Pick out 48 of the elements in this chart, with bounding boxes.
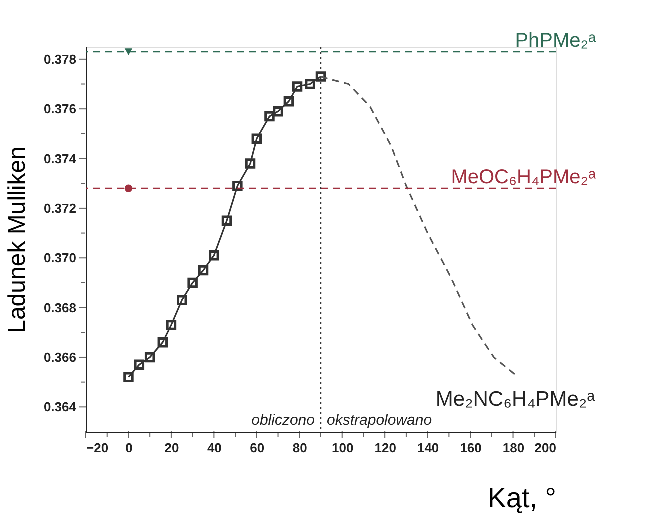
point bbox=[144, 352, 156, 363]
x-tick-label: 20 bbox=[164, 440, 180, 456]
point bbox=[284, 96, 294, 107]
ref-line-label: MeOC₆H₄PMe₂ᵃ bbox=[451, 166, 597, 189]
x-tick-label: 100 bbox=[332, 440, 354, 456]
point bbox=[316, 72, 326, 82]
y-tick-label: 0.372 bbox=[44, 200, 76, 216]
annotation: Me₂NC₆H₄PMe₂ᵃ bbox=[436, 388, 596, 411]
point bbox=[264, 111, 275, 122]
x-tick-label: 160 bbox=[460, 440, 482, 456]
x-tick-label: 80 bbox=[292, 440, 308, 456]
y-tick-label: 0.370 bbox=[44, 250, 76, 266]
annotation: obliczono bbox=[252, 412, 315, 429]
x-axis-title: Kąt, ° bbox=[488, 482, 556, 514]
x-tick-label: 40 bbox=[207, 440, 222, 456]
x-tick-label: 120 bbox=[374, 440, 396, 456]
x-tick-label: 200 bbox=[534, 440, 556, 456]
y-tick-label: 0.376 bbox=[44, 102, 76, 117]
x-tick-label: −20 bbox=[86, 440, 109, 456]
point bbox=[124, 372, 134, 382]
x-tick-label: 0 bbox=[126, 440, 133, 456]
point bbox=[188, 278, 198, 288]
point bbox=[305, 79, 316, 90]
point bbox=[273, 106, 284, 117]
point bbox=[134, 360, 145, 370]
y-tick-label: 0.378 bbox=[44, 52, 76, 67]
y-tick-label: 0.374 bbox=[44, 151, 78, 166]
point bbox=[166, 320, 177, 330]
point bbox=[124, 48, 133, 56]
point bbox=[158, 337, 168, 348]
x-tick-label: 140 bbox=[417, 440, 440, 456]
ref-line-label: PhPMe₂ᵃ bbox=[515, 30, 597, 52]
x-tick-label: 180 bbox=[502, 440, 525, 456]
point bbox=[209, 250, 220, 261]
point bbox=[232, 180, 243, 192]
y-tick-label: 0.368 bbox=[44, 300, 76, 316]
point bbox=[198, 265, 209, 276]
x-tick-label: 60 bbox=[250, 440, 265, 456]
point bbox=[124, 184, 133, 192]
point bbox=[222, 216, 232, 226]
y-tick-label: 0.364 bbox=[44, 400, 78, 415]
point bbox=[245, 158, 256, 169]
annotation: okstrapolowano bbox=[327, 412, 432, 429]
y-axis-title: Ladunek Mulliken bbox=[4, 146, 31, 334]
point bbox=[252, 134, 262, 144]
point bbox=[292, 82, 303, 92]
y-tick-label: 0.366 bbox=[44, 350, 76, 365]
point bbox=[177, 295, 188, 306]
